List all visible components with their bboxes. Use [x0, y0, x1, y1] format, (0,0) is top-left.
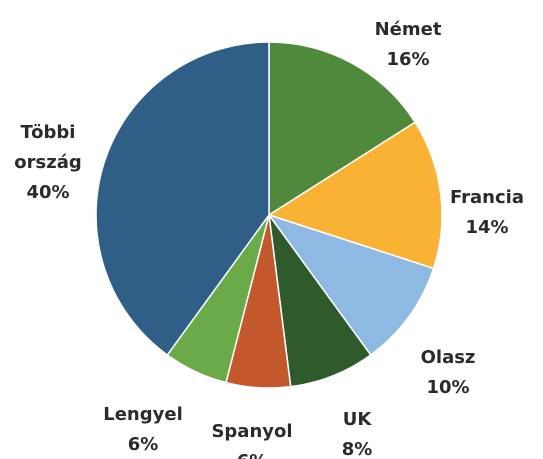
- pie-slice: [268, 41, 417, 217]
- value-label: 40%: [26, 182, 69, 203]
- value-label: 10%: [426, 377, 469, 398]
- label-line: Többi: [21, 122, 76, 143]
- slice-label: UK: [343, 409, 373, 430]
- slice-label: Spanyol: [211, 421, 292, 442]
- value-label: 14%: [465, 217, 508, 238]
- pie-slice: [267, 213, 435, 357]
- slice-label: Többi ország: [14, 122, 81, 173]
- value-label: 8%: [342, 439, 373, 459]
- value-label: 6%: [128, 434, 159, 455]
- pie-slice: [95, 41, 270, 357]
- slice-label: Francia: [450, 187, 524, 208]
- slice-label: Olasz: [421, 347, 476, 368]
- slice-label: Lengyel: [103, 404, 183, 425]
- pie-slice: [267, 121, 443, 270]
- value-label: 6%: [237, 451, 268, 459]
- slice-label: Német: [375, 19, 442, 40]
- label-line: ország: [14, 152, 81, 173]
- value-label: 16%: [386, 49, 429, 70]
